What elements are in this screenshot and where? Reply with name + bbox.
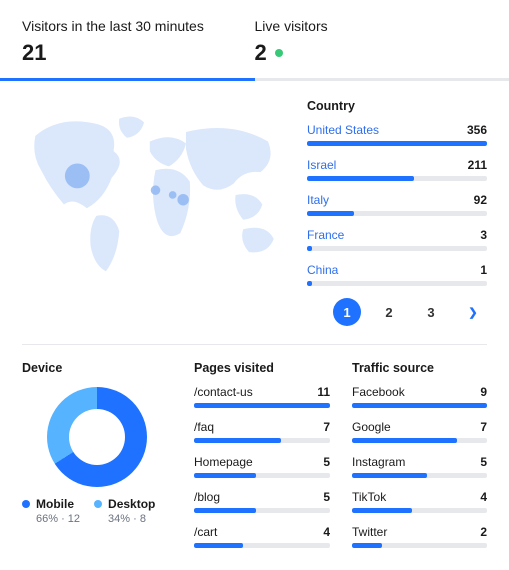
list-item[interactable]: Facebook 9 (352, 385, 487, 408)
bar-label: /faq (194, 420, 214, 434)
bar-label: Instagram (352, 455, 405, 469)
visitors-30min-label: Visitors in the last 30 minutes (22, 18, 255, 34)
device-title: Device (22, 361, 172, 375)
list-item[interactable]: /faq 7 (194, 420, 330, 443)
live-visitors-label: Live visitors (255, 18, 488, 34)
list-item[interactable]: /cart 4 (194, 525, 330, 548)
legend-sub: 66% · 12 (36, 513, 80, 525)
bar-value: 4 (323, 525, 330, 539)
tab-live-visitors[interactable]: Live visitors 2 (255, 18, 488, 66)
bar-label: France (307, 228, 344, 242)
country-title: Country (307, 99, 487, 113)
bar-value: 5 (480, 455, 487, 469)
device-donut-chart (47, 387, 147, 487)
list-item[interactable]: Israel 211 (307, 158, 487, 181)
bar-value: 7 (323, 420, 330, 434)
bar-label: TikTok (352, 490, 386, 504)
bar-value: 211 (468, 158, 487, 172)
bar-value: 2 (480, 525, 487, 539)
live-indicator-dot (275, 49, 283, 57)
chevron-right-icon[interactable]: ❯ (459, 298, 487, 326)
bar-label: China (307, 263, 338, 277)
list-item[interactable]: Italy 92 (307, 193, 487, 216)
page-1[interactable]: 1 (333, 298, 361, 326)
list-item[interactable]: France 3 (307, 228, 487, 251)
page-2[interactable]: 2 (375, 298, 403, 326)
bar-label: /contact-us (194, 385, 253, 399)
bar-value: 5 (323, 455, 330, 469)
list-item[interactable]: /blog 5 (194, 490, 330, 513)
legend-item: Desktop 34% · 8 (94, 497, 155, 525)
bar-label: Google (352, 420, 391, 434)
list-item[interactable]: Homepage 5 (194, 455, 330, 478)
visitors-30min-value: 21 (22, 40, 255, 66)
bar-label: Twitter (352, 525, 387, 539)
list-item[interactable]: /contact-us 11 (194, 385, 330, 408)
list-item[interactable]: Twitter 2 (352, 525, 487, 548)
tab-underline (0, 78, 509, 81)
bar-label: /cart (194, 525, 217, 539)
list-item[interactable]: Google 7 (352, 420, 487, 443)
country-panel: Country United States356Israel211Italy92… (307, 99, 487, 326)
bar-value: 7 (480, 420, 487, 434)
live-visitors-value: 2 (255, 40, 267, 66)
legend-item: Mobile 66% · 12 (22, 497, 80, 525)
legend-label: Mobile (36, 497, 74, 511)
divider (22, 344, 487, 345)
list-item[interactable]: United States 356 (307, 123, 487, 146)
list-item[interactable]: China 1 (307, 263, 487, 286)
list-item[interactable]: TikTok 4 (352, 490, 487, 513)
bar-label: Israel (307, 158, 336, 172)
bar-value: 4 (480, 490, 487, 504)
traffic-title: Traffic source (352, 361, 487, 375)
pages-visited-panel: Pages visited /contact-us 11/faq 7 Homepage… (194, 361, 330, 560)
tab-visitors-30min[interactable]: Visitors in the last 30 minutes 21 (22, 18, 255, 66)
bar-label: Facebook (352, 385, 405, 399)
bar-label: Italy (307, 193, 329, 207)
page-3[interactable]: 3 (417, 298, 445, 326)
legend-dot-icon (22, 500, 30, 508)
bar-value: 5 (323, 490, 330, 504)
legend-sub: 34% · 8 (108, 513, 155, 525)
bar-label: /blog (194, 490, 220, 504)
country-pagination: 123 ❯ (307, 298, 487, 326)
bar-label: Homepage (194, 455, 253, 469)
legend-dot-icon (94, 500, 102, 508)
bar-value: 9 (480, 385, 487, 399)
traffic-source-panel: Traffic source Facebook 9 Google 7 Instagram… (352, 361, 487, 560)
bar-value: 356 (467, 123, 487, 137)
world-map (22, 99, 289, 326)
device-panel: Device Mobile 66% · 12 Desktop 34% · 8 (22, 361, 172, 560)
bar-value: 92 (474, 193, 487, 207)
bar-value: 3 (480, 228, 487, 242)
pages-title: Pages visited (194, 361, 330, 375)
list-item[interactable]: Instagram 5 (352, 455, 487, 478)
legend-label: Desktop (108, 497, 155, 511)
bar-value: 11 (317, 385, 330, 399)
bar-value: 1 (480, 263, 487, 277)
bar-label: United States (307, 123, 379, 137)
